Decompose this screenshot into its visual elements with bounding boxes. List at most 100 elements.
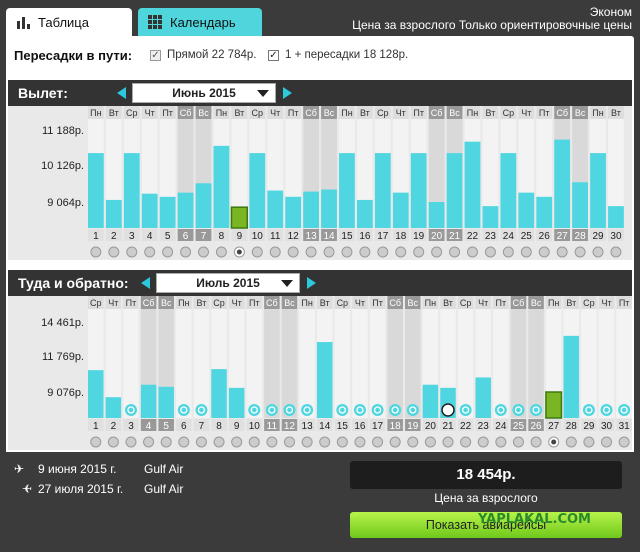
day-radio[interactable] <box>107 436 119 448</box>
selected-price-bar[interactable] <box>230 206 248 229</box>
day-radio[interactable] <box>144 246 156 258</box>
day-radio[interactable] <box>530 436 542 448</box>
search-icon[interactable] <box>371 404 384 416</box>
search-icon[interactable] <box>336 404 349 416</box>
day-radio[interactable] <box>484 246 496 258</box>
day-radio[interactable] <box>323 246 335 258</box>
next-month-arrow-icon[interactable] <box>307 277 316 289</box>
day-radio[interactable] <box>424 436 436 448</box>
day-radio[interactable] <box>178 436 190 448</box>
price-bar[interactable] <box>608 206 624 228</box>
search-icon[interactable] <box>494 404 507 416</box>
search-icon[interactable] <box>512 404 525 416</box>
price-bar[interactable] <box>536 196 553 228</box>
price-bar[interactable] <box>357 199 373 228</box>
search-icon[interactable] <box>600 404 613 416</box>
day-radio[interactable] <box>283 436 295 448</box>
day-radio[interactable] <box>341 246 353 258</box>
day-radio[interactable] <box>180 246 192 258</box>
price-bar[interactable] <box>285 196 302 228</box>
search-icon[interactable] <box>248 404 261 416</box>
day-radio[interactable] <box>538 246 550 258</box>
price-bar[interactable] <box>464 141 481 228</box>
search-icon[interactable] <box>389 404 402 416</box>
day-radio[interactable] <box>442 436 454 448</box>
day-radio[interactable] <box>413 246 425 258</box>
day-radio[interactable] <box>359 246 371 258</box>
search-icon[interactable] <box>124 404 137 416</box>
day-radio[interactable] <box>583 436 595 448</box>
one-plus-checkbox[interactable]: ✓ <box>268 49 279 61</box>
search-icon[interactable] <box>406 404 419 416</box>
direct-option[interactable]: ✓ Прямой 22 784р. <box>150 49 256 61</box>
day-radio[interactable] <box>195 436 207 448</box>
price-bar[interactable] <box>572 182 588 228</box>
search-icon[interactable] <box>283 404 296 416</box>
search-icon[interactable] <box>301 404 314 416</box>
day-radio[interactable] <box>213 436 225 448</box>
day-radio[interactable] <box>389 436 401 448</box>
price-bar[interactable] <box>140 384 157 418</box>
departure-month-select[interactable]: Июнь 2015 <box>132 83 276 103</box>
day-radio[interactable] <box>407 436 419 448</box>
search-icon[interactable] <box>582 404 595 416</box>
day-radio[interactable] <box>592 246 604 258</box>
prev-month-arrow-icon[interactable] <box>141 277 150 289</box>
selected-price-bar[interactable] <box>545 391 563 419</box>
price-bar[interactable] <box>339 153 355 228</box>
day-radio[interactable] <box>305 246 317 258</box>
day-radio[interactable] <box>565 436 577 448</box>
price-bar[interactable] <box>213 145 230 228</box>
highlighted-day-marker[interactable] <box>441 403 455 417</box>
tab-calendar[interactable]: Календарь <box>138 8 262 36</box>
day-radio[interactable] <box>610 246 622 258</box>
day-radio[interactable] <box>301 436 313 448</box>
day-radio[interactable] <box>477 436 489 448</box>
search-icon[interactable] <box>195 404 208 416</box>
price-bar[interactable] <box>482 206 499 228</box>
day-radio[interactable] <box>449 246 461 258</box>
search-icon[interactable] <box>459 404 472 416</box>
return-month-select[interactable]: Июль 2015 <box>156 273 300 293</box>
day-radio[interactable] <box>556 246 568 258</box>
search-icon[interactable] <box>177 404 190 416</box>
day-radio[interactable] <box>269 246 281 258</box>
price-bar[interactable] <box>267 190 284 228</box>
direct-checkbox[interactable]: ✓ <box>150 49 161 61</box>
day-radio[interactable] <box>354 436 366 448</box>
price-bar[interactable] <box>321 189 337 228</box>
day-radio[interactable] <box>287 246 299 258</box>
day-radio[interactable] <box>125 436 137 448</box>
day-radio[interactable] <box>319 436 331 448</box>
day-radio[interactable] <box>90 246 102 258</box>
price-bar[interactable] <box>177 192 194 228</box>
price-bar[interactable] <box>446 153 463 228</box>
price-bar[interactable] <box>410 153 427 228</box>
day-radio[interactable] <box>574 246 586 258</box>
price-bar[interactable] <box>159 196 176 228</box>
price-bar[interactable] <box>105 397 122 418</box>
price-bar[interactable] <box>303 191 319 228</box>
price-bar[interactable] <box>392 192 409 228</box>
day-radio[interactable] <box>266 436 278 448</box>
price-bar[interactable] <box>105 199 122 228</box>
price-bar[interactable] <box>88 370 104 418</box>
day-radio[interactable] <box>520 246 532 258</box>
price-bar[interactable] <box>554 139 571 228</box>
search-icon[interactable] <box>618 404 631 416</box>
day-radio[interactable] <box>160 436 172 448</box>
price-bar[interactable] <box>475 377 491 418</box>
day-radio[interactable] <box>377 246 389 258</box>
search-icon[interactable] <box>353 404 366 416</box>
day-radio[interactable] <box>466 246 478 258</box>
price-bar[interactable] <box>228 387 245 418</box>
day-radio[interactable] <box>618 436 630 448</box>
day-radio[interactable] <box>126 246 138 258</box>
day-radio[interactable] <box>495 436 507 448</box>
price-bar[interactable] <box>141 193 158 228</box>
day-radio[interactable] <box>395 246 407 258</box>
day-radio[interactable] <box>251 246 263 258</box>
price-bar[interactable] <box>158 386 174 418</box>
price-bar[interactable] <box>88 153 104 228</box>
price-bar[interactable] <box>316 342 333 418</box>
